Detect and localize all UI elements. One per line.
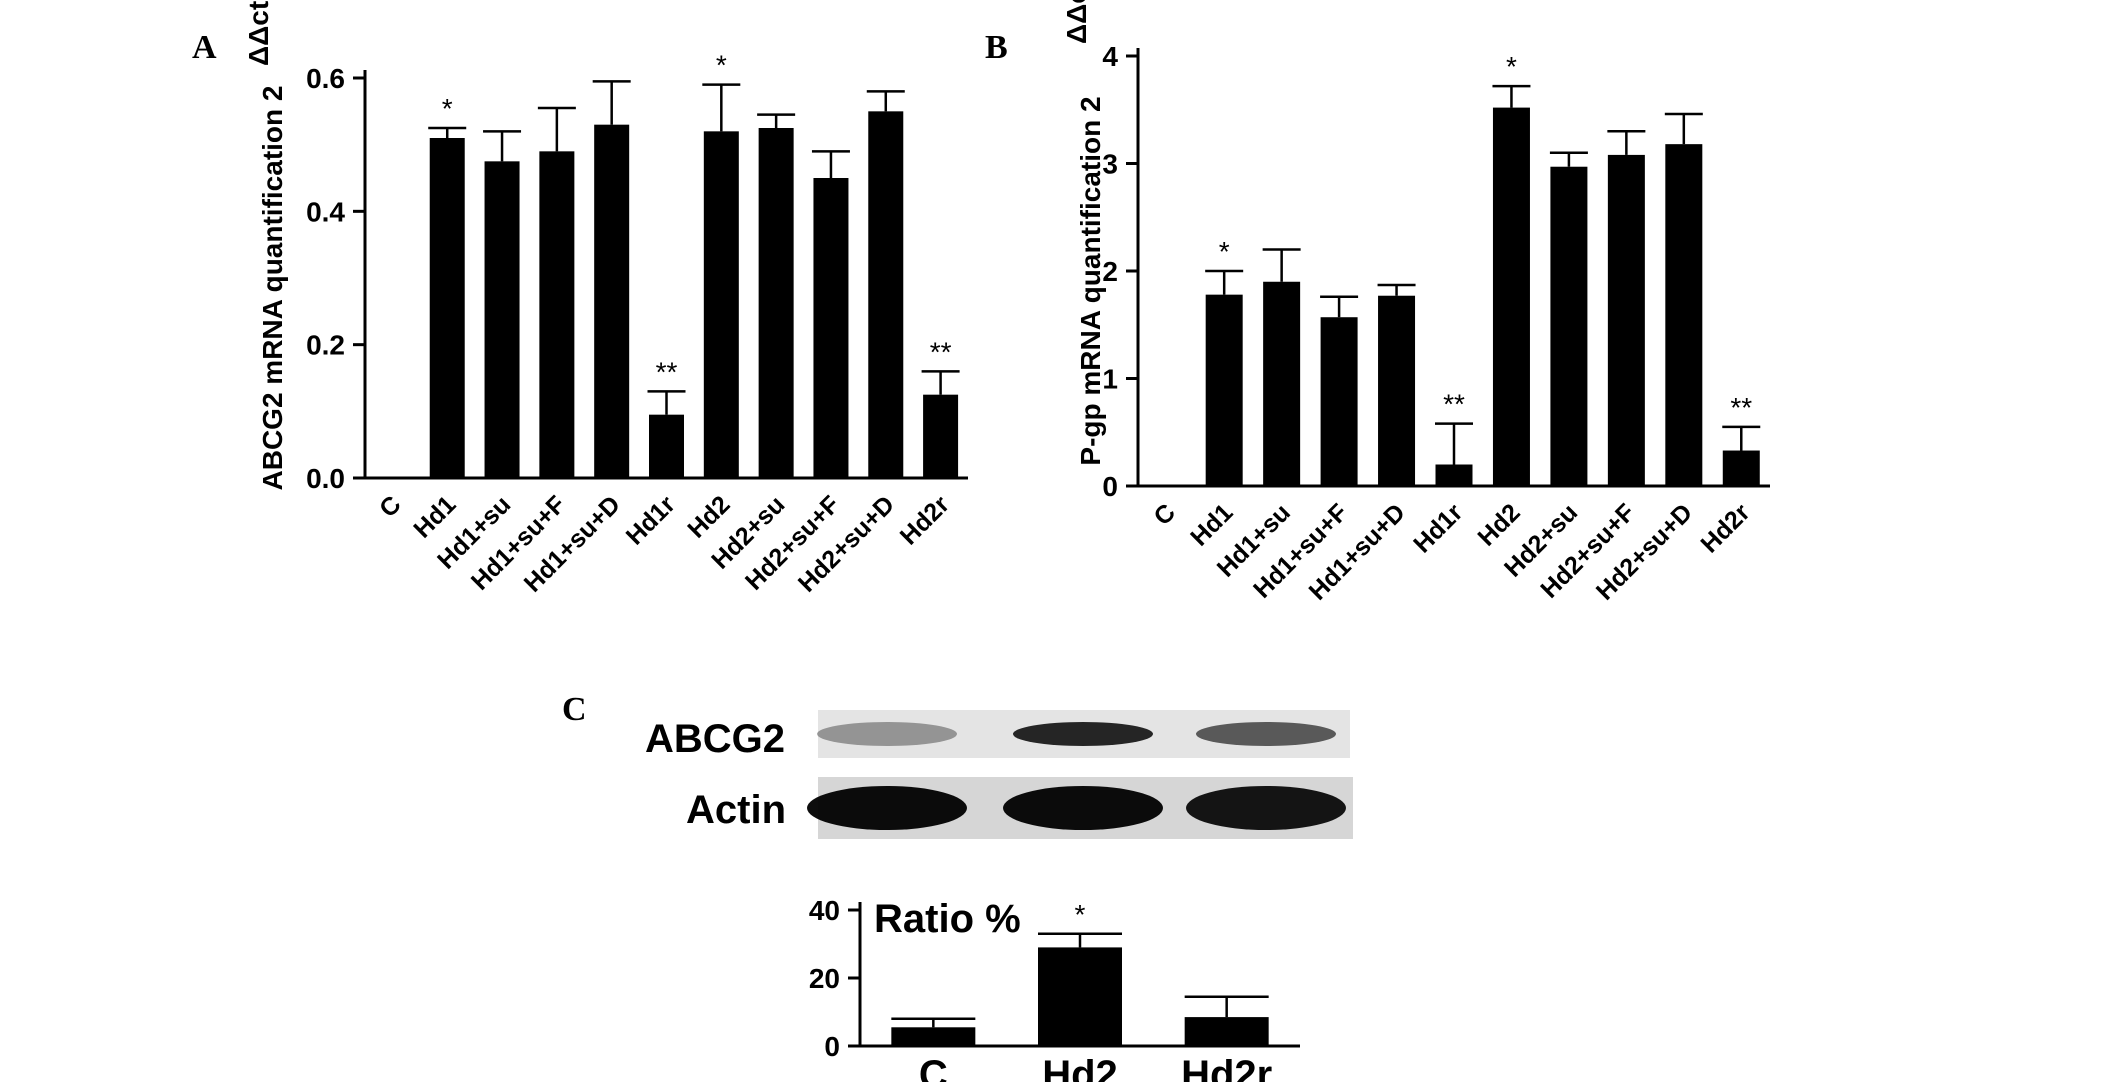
y-axis-label-superscript: ΔΔct [1061, 0, 1092, 44]
bar [923, 394, 959, 478]
chart-a: 0.00.20.40.6C*Hd1Hd1+suHd1+su+FHd1+su+D*… [243, 1, 968, 598]
category-label: C [919, 1053, 948, 1082]
panel-letter-c: C [562, 691, 587, 728]
y-tick-label: 0 [1102, 471, 1118, 502]
bar [1378, 295, 1416, 486]
bar [813, 178, 849, 478]
y-tick-label: 40 [809, 895, 840, 926]
blot-band [817, 722, 957, 746]
significance-marker: * [442, 93, 453, 124]
bar [1492, 107, 1530, 486]
bar [868, 111, 904, 478]
bar [1722, 450, 1760, 486]
significance-marker: * [1506, 51, 1517, 82]
y-axis-label: P-gp mRNA quantification 2 [1075, 96, 1106, 465]
y-axis-label-superscript: ΔΔct [243, 1, 274, 66]
bar [429, 138, 465, 478]
blot-band [1003, 786, 1163, 830]
significance-marker: ** [1730, 392, 1752, 423]
bar [594, 124, 630, 479]
bar [1263, 281, 1301, 486]
y-tick-label: 0.4 [306, 196, 345, 227]
y-tick-label: 1 [1102, 364, 1118, 395]
bar [1184, 1017, 1269, 1046]
category-label: Hd2r [1181, 1053, 1272, 1082]
bar [1435, 464, 1473, 486]
y-tick-label: 0 [824, 1031, 840, 1062]
category-label: Hd1r [1408, 498, 1468, 558]
bar [539, 151, 575, 479]
bar [1320, 317, 1358, 486]
bar [703, 131, 739, 479]
y-tick-label: 3 [1102, 149, 1118, 180]
category-label: Hd2r [895, 490, 955, 550]
bar [1038, 947, 1122, 1046]
y-tick-label: 20 [809, 963, 840, 994]
y-tick-label: 0.2 [306, 330, 345, 361]
chart-title: Ratio % [874, 897, 1021, 941]
bar [1550, 166, 1588, 486]
panel-letter-b: B [985, 29, 1008, 66]
western-blot: ABCG2 Actin [645, 710, 1353, 839]
bar [1205, 294, 1243, 486]
significance-marker: * [1075, 899, 1086, 930]
y-tick-label: 0.0 [306, 463, 345, 494]
category-label: C [374, 490, 407, 523]
blot-band [1196, 722, 1336, 746]
significance-marker: ** [930, 336, 952, 367]
bar [649, 414, 684, 478]
y-tick-label: 2 [1102, 256, 1118, 287]
significance-marker: ** [1443, 389, 1465, 420]
significance-marker: ** [656, 356, 678, 387]
chart-c: 0 20 40 C * Hd2 Hd2r Ratio % [809, 895, 1300, 1082]
blot-band [1013, 722, 1153, 746]
category-label: Hd2 [1042, 1053, 1118, 1082]
blot-band [1186, 786, 1346, 830]
bar [891, 1027, 976, 1046]
bar [1607, 154, 1645, 486]
y-axis-label: ABCG2 mRNA quantification 2 [257, 86, 288, 491]
bar [758, 128, 794, 478]
bar [484, 161, 520, 479]
blot-label-actin: Actin [686, 788, 786, 832]
bar [1665, 144, 1703, 486]
blot-label-abcg2: ABCG2 [645, 717, 785, 761]
blot-band [807, 786, 967, 830]
chart-b: 01234C*Hd1Hd1+suHd1+su+FHd1+su+D**Hd1r*H… [1061, 0, 1770, 606]
category-label: C [1148, 498, 1181, 531]
significance-marker: * [1219, 236, 1230, 267]
category-label: Hd2r [1695, 498, 1755, 558]
category-label: Hd1r [621, 490, 681, 550]
y-tick-label: 4 [1102, 41, 1118, 72]
panel-letter-a: A [192, 29, 217, 66]
significance-marker: * [716, 50, 727, 81]
y-tick-label: 0.6 [306, 63, 345, 94]
